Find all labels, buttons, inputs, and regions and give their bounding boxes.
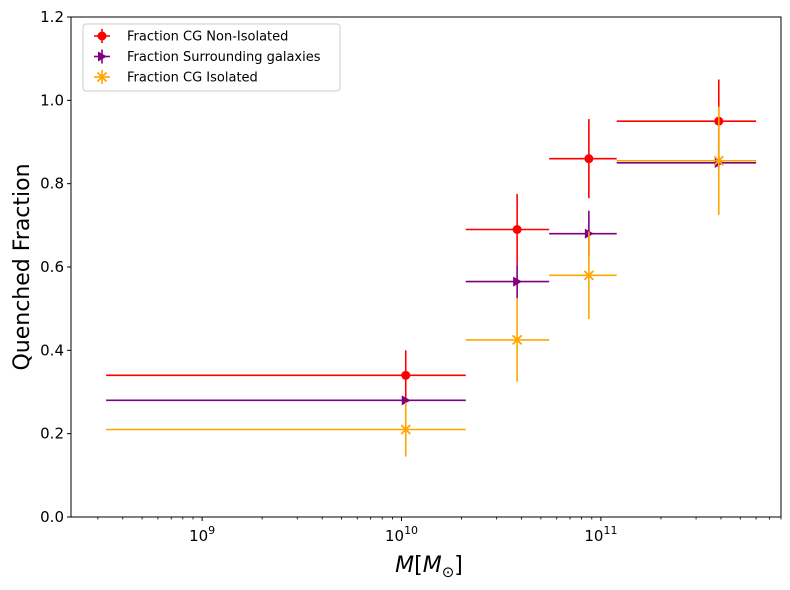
x-axis-title: M[M⊙] <box>395 553 463 581</box>
point-marker <box>713 155 724 166</box>
legend: Fraction CG Non-Isolated Fraction Surroun… <box>82 23 341 92</box>
legend-label: Fraction Surrounding galaxies <box>127 50 321 65</box>
legend-entry: Fraction CG Isolated <box>94 70 258 86</box>
x-tick-label: 1010 <box>385 524 418 545</box>
x-marker-stroke <box>511 334 523 346</box>
x-tick-label: 1011 <box>584 524 617 545</box>
point-marker <box>513 276 523 287</box>
legend-entry: Fraction Surrounding galaxies <box>94 49 321 65</box>
point-marker <box>401 395 411 406</box>
legend-label: Fraction CG Non-Isolated <box>127 30 288 45</box>
x-marker-stroke <box>400 424 411 435</box>
x-tick-label: 109 <box>189 524 215 545</box>
point-marker <box>583 270 594 281</box>
point-marker <box>512 225 522 234</box>
data-point <box>549 119 617 199</box>
y-tick-label: 0.8 <box>40 175 64 193</box>
data-point <box>106 395 466 406</box>
data-point <box>106 350 466 401</box>
plot-area <box>106 79 757 457</box>
x-axis: 109 1010 1011 <box>97 517 782 545</box>
y-tick-label: 1.2 <box>40 8 64 26</box>
x-axis-title-bracket-open: [ <box>414 553 423 578</box>
y-axis-title: Quenched Fraction <box>10 163 35 370</box>
legend-marker <box>97 31 107 41</box>
point-marker <box>401 370 411 380</box>
point-marker <box>400 424 411 435</box>
data-point <box>616 106 757 215</box>
x-axis-title-bracket-close: ] <box>454 553 463 578</box>
point-marker <box>584 154 594 164</box>
data-point <box>106 402 466 457</box>
x-marker-stroke <box>713 155 724 166</box>
y-tick-label: 0.4 <box>40 341 64 359</box>
x-marker-stroke <box>96 71 108 83</box>
data-point <box>465 298 550 382</box>
series-1 <box>106 156 757 406</box>
point-marker <box>511 334 523 346</box>
legend-entry: Fraction CG Non-Isolated <box>94 29 288 45</box>
data-point <box>465 264 550 299</box>
data-point <box>549 231 617 320</box>
data-point <box>465 194 550 265</box>
x-axis-title-symbol: M <box>395 553 414 578</box>
y-tick-label: 0.2 <box>40 425 64 443</box>
series-0 <box>106 79 757 401</box>
y-tick-label: 0.0 <box>40 508 64 526</box>
series-2 <box>106 106 757 457</box>
x-axis-title-subscript: ⊙ <box>442 563 455 581</box>
legend-marker <box>96 71 108 83</box>
legend-marker <box>98 51 107 62</box>
y-tick-label: 0.6 <box>40 258 64 276</box>
y-axis: 0.0 0.2 0.4 0.6 0.8 1.0 1.2 <box>40 8 71 526</box>
legend-box <box>82 23 341 92</box>
legend-entries: Fraction CG Non-Isolated Fraction Surroun… <box>94 29 321 86</box>
y-tick-label: 1.0 <box>40 91 64 109</box>
x-axis-title-unit: M <box>423 553 442 578</box>
x-marker-stroke <box>583 270 594 281</box>
legend-label: Fraction CG Isolated <box>127 71 258 86</box>
